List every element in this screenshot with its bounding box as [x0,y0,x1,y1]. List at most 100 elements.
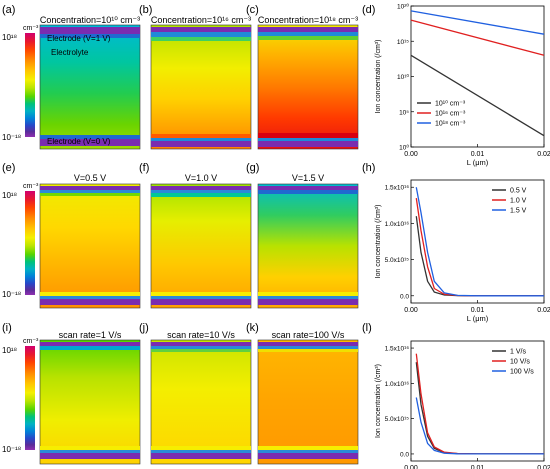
x-axis-label: L (μm) [467,158,489,167]
chart-l: 0.000.010.02L (μm)0.05.0x10¹⁵1.0x10¹⁶1.5… [375,340,550,469]
bottom-electrode-edge [151,138,251,141]
panel-title: scan rate=10 V/s [167,330,235,340]
legend-label: 1.5 V [510,208,527,215]
bottom-electrode-edge [151,450,251,453]
panel-title: scan rate=1 V/s [59,330,122,340]
panel-label-f: (f) [139,162,149,174]
heatmap-e: V=0.5 V [39,173,141,309]
panel-label-c: (c) [246,4,259,16]
legend-label: 10¹⁶ cm⁻³ [435,111,466,118]
x-tick-label: 0.00 [404,465,418,469]
field-map [150,183,252,309]
x-tick-label: 0.02 [537,151,550,158]
field-map [150,339,252,465]
top-electrode-edge [258,346,358,349]
top-electrode-edge [151,32,251,37]
y-tick-label: 1.5x10¹⁶ [385,346,410,353]
bottom-electrode-layer [258,141,358,147]
bottom-transition-band [258,446,358,450]
y-tick-label: 1.0x10¹⁶ [385,221,410,228]
bottom-electrode-layer [258,299,358,305]
colorbar-bottom-label: 10⁻¹⁸ [2,445,21,454]
series-line [410,54,545,137]
top-electrode-layer [151,186,251,190]
top-transition-band [40,193,140,196]
bottom-electrode-edge [40,296,140,299]
heatmap-g: V=1.5 V [257,173,359,309]
bottom-electrode-layer [40,453,140,459]
panel-title: V=1.5 V [292,173,324,183]
top-electrode-edge [258,32,358,36]
top-electrode-layer [151,27,251,32]
y-tick-label: 0.0 [400,451,409,458]
bottom-electrode-edge [40,135,140,139]
bottom-electrode-layer [40,299,140,305]
legend-label: 1.0 V [510,198,527,205]
panel-label-l: (l) [362,322,372,334]
bottom-electrode-edge [151,296,251,299]
legend-label: 0.5 V [510,188,527,195]
field-map [257,339,359,465]
field-map [257,183,359,309]
y-axis-label: Ion concentration (/cm³) [375,364,382,438]
bottom-electrode-edge [258,450,358,453]
heatmap-i: scan rate=1 V/s [39,330,141,465]
panel-label-b: (b) [139,4,152,16]
colorbar-top-label: 10¹⁸ [2,346,17,355]
top-electrode-layer [151,342,251,346]
x-tick-label: 0.02 [537,465,550,469]
y-tick-label: 0.0 [400,293,409,300]
y-tick-label: 10¹⁵ [397,39,409,46]
bottom-transition-band [151,446,251,450]
colorbar-top-label: 10¹⁸ [2,191,17,200]
top-transition-band [151,37,251,41]
x-tick-label: 0.01 [471,307,485,314]
bottom-transition-band [40,446,140,450]
y-tick-label: 10⁰ [399,144,409,152]
bottom-electrode-layer [40,139,140,146]
panel-label-j: (j) [139,322,149,334]
top-electrode-edge [151,190,251,193]
electrolyte-label: Electrolyte [51,48,89,57]
top-transition-band [258,36,358,40]
y-axis-label: Ion concentration (/cm³) [375,205,382,279]
bottom-electrode-layer [151,141,251,147]
colorbar-unit: cm⁻³ [23,183,39,190]
panel-label-h: (h) [362,162,375,174]
bottom-transition-band [258,133,358,138]
heatmap-f: V=1.0 V [150,173,252,309]
bottom-electrode-edge [40,450,140,453]
field-map [39,183,141,309]
panel-label-i: (i) [2,322,12,334]
colorbar-gradient [25,191,35,295]
bottom-electrode-layer [151,299,251,305]
colorbar-gradient [25,33,35,137]
x-tick-label: 0.00 [404,307,418,314]
legend-label: 100 V/s [510,369,534,376]
legend-label: 1 V/s [510,349,526,356]
chart-h: 0.00 0.01 0.02 L (μm) 0.0 5.0x10¹⁵ 1.0x10¹⁶ 1.5… [375,179,550,323]
chart-d: 0.00 0.01 0.02 L (μm) 10⁰ 10⁵ 10¹⁰ 10¹⁵ 10²⁰ Ion … [375,3,550,168]
plot-frame [410,5,545,148]
y-tick-label: 10⁵ [399,109,409,116]
x-tick-label: 0.01 [471,465,485,469]
colorbar-row2: cm⁻³ 10¹⁸ 10⁻¹⁸ [2,183,39,299]
panel-title: V=1.0 V [185,173,217,183]
y-axis-label: Ion concentration (/cm³) [375,40,382,114]
top-electrode-layer [40,342,140,346]
bottom-electrode-edge [258,138,358,141]
y-tick-label: 1.0x10¹⁶ [385,381,410,388]
colorbar-unit: cm⁻³ [23,25,39,32]
x-axis-label: L (μm) [467,314,489,323]
field-map [39,24,141,150]
legend-label: 10 V/s [510,359,530,366]
bottom-electrode-layer [151,453,251,459]
colorbar-row1: cm⁻³ 10¹⁸ 10⁻¹⁸ [2,25,39,142]
series-line [410,10,545,35]
top-electrode-edge [40,346,140,350]
top-electrode-layer [258,342,358,346]
series-line [410,19,545,56]
bottom-electrode-layer [258,453,358,459]
heatmap-b: Concentration=10¹⁶ cm⁻³ [150,15,252,150]
y-tick-label: 10¹⁰ [397,73,409,81]
